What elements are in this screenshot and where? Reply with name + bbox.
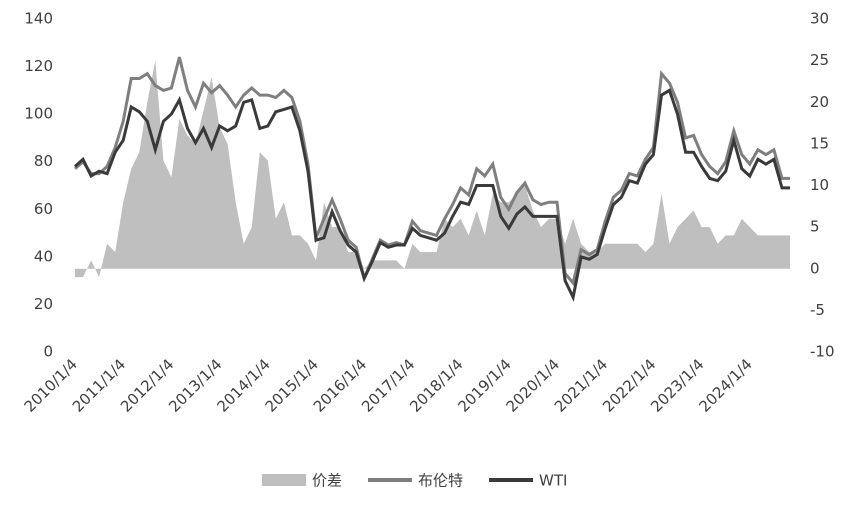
y-tick-label: 80: [34, 152, 53, 170]
y2-tick-label: 5: [810, 218, 820, 236]
x-tick-label: 2024/1/4: [695, 355, 755, 415]
y2-tick-label: -10: [810, 343, 835, 361]
y2-tick-label: 20: [810, 93, 829, 111]
price-line: [73, 88, 790, 303]
y-tick-label: 40: [34, 247, 53, 265]
y-tick-label: 140: [24, 10, 53, 28]
spread-area: [75, 60, 790, 278]
legend-label: 布伦特: [418, 472, 463, 490]
y2-tick-label: 25: [810, 51, 829, 69]
y-tick-label: 20: [34, 295, 53, 313]
y2-tick-label: 15: [810, 134, 829, 152]
y2-tick-label: -5: [810, 301, 825, 319]
y2-tick-label: 30: [810, 10, 829, 28]
y-tick-label: 100: [24, 105, 53, 123]
price-line: [74, 56, 790, 287]
legend-label: 价差: [312, 472, 342, 490]
legend-label: WTI: [539, 472, 567, 490]
legend-swatch: [262, 474, 306, 486]
y-tick-label: 60: [34, 200, 53, 218]
y-tick-label: 120: [24, 57, 53, 75]
y2-tick-label: 10: [810, 176, 829, 194]
y2-tick-label: 0: [810, 259, 820, 277]
y-tick-label: 0: [43, 343, 53, 361]
